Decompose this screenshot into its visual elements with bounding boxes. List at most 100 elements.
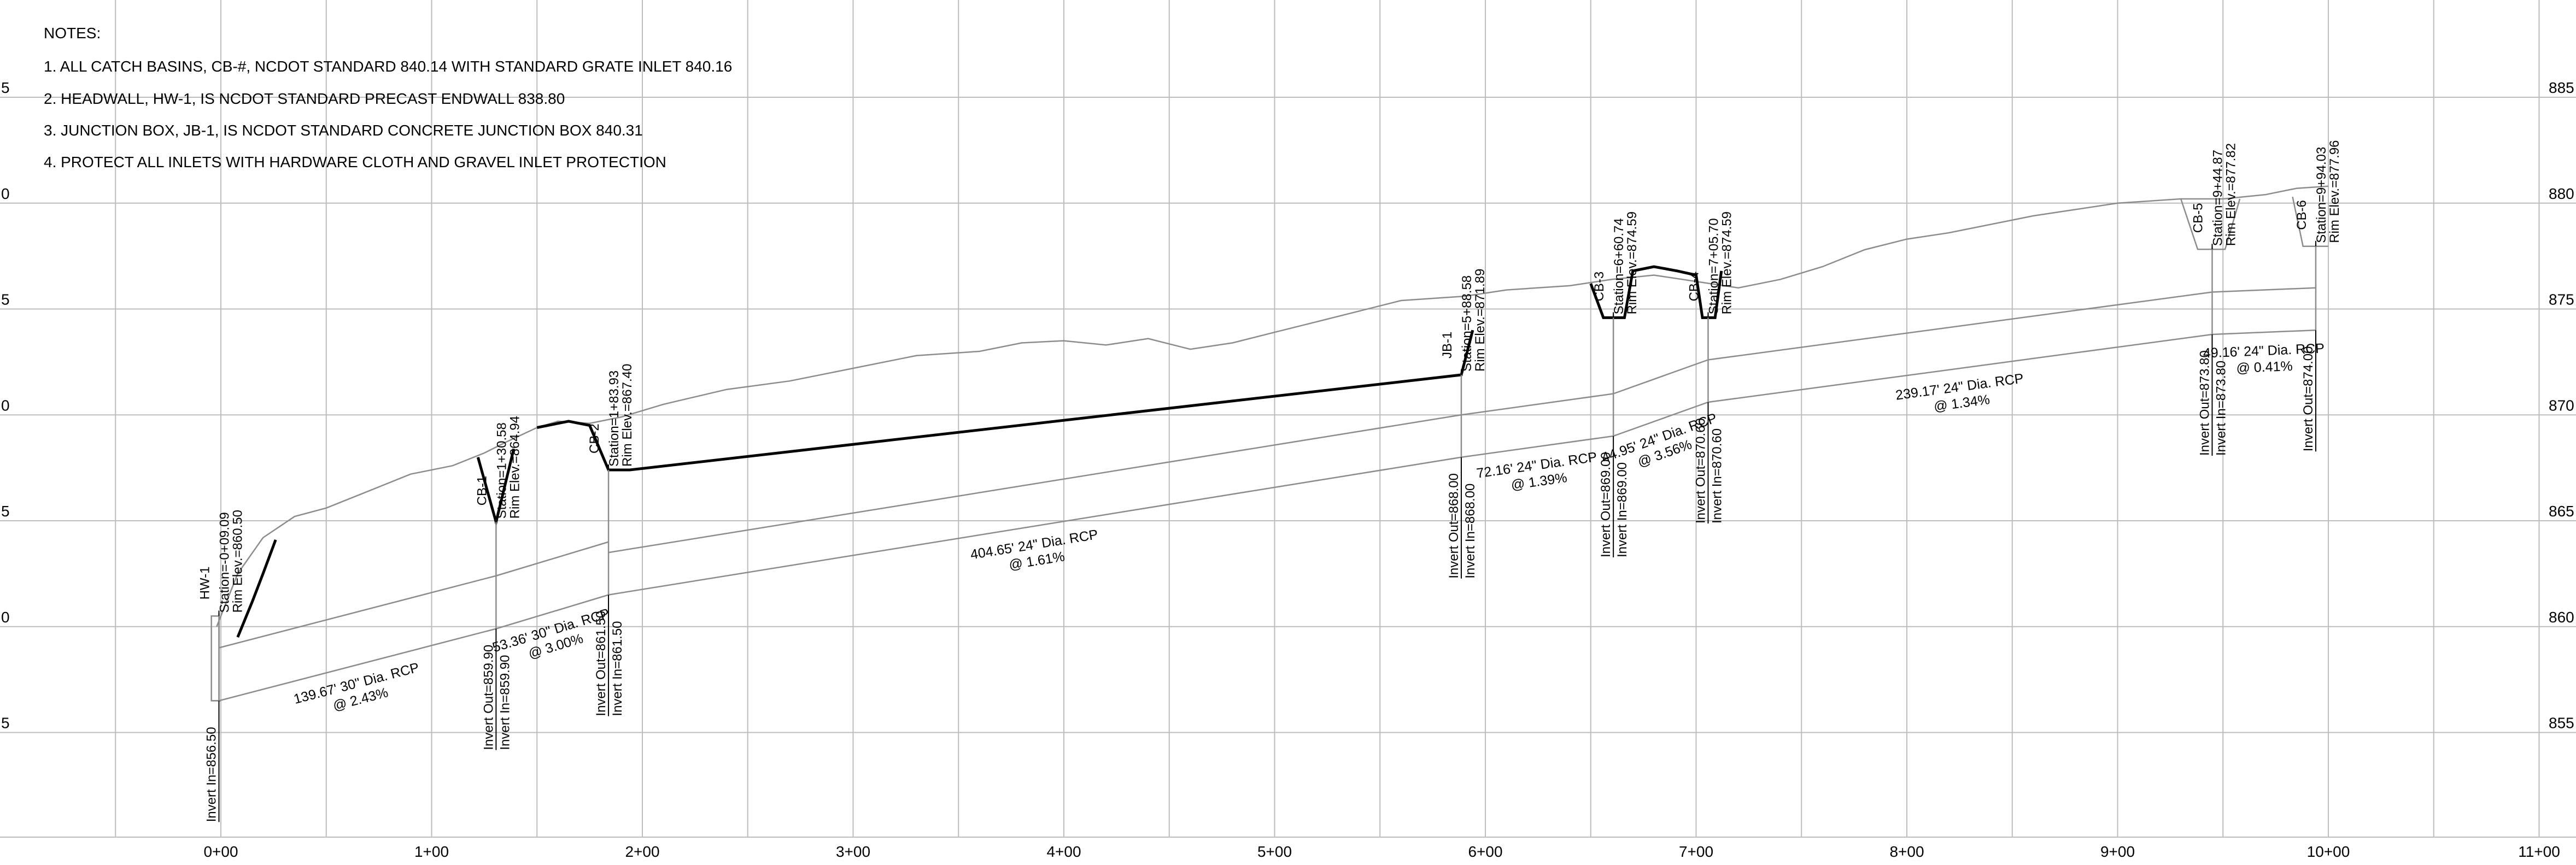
structure-invert-label: Invert Out=870.60: [1694, 418, 1708, 523]
structure-invert-label: Invert In=869.00: [1615, 462, 1630, 557]
y-tick-label-left: 5: [1, 503, 10, 520]
x-tick-label: 5+00: [1257, 843, 1292, 860]
x-tick-label: 8+00: [1889, 843, 1924, 860]
pipe-invert-line: [1613, 401, 1708, 437]
structure-invert-label: Invert Out=873.80: [2198, 350, 2212, 456]
x-tick-label: 0+00: [203, 843, 238, 860]
structure-station-label: Station=9+94.03: [2314, 147, 2329, 243]
basin-outline: [2180, 198, 2241, 250]
existing-ground-layer: [216, 185, 2329, 627]
note-line-2: 2. HEADWALL, HW-1, IS NCDOT STANDARD PRE…: [44, 90, 565, 107]
structure-station-label: Station=5+88.58: [1460, 275, 1474, 372]
y-tick-label-left: 5: [1, 79, 10, 96]
structure-invert-label: Invert Out=869.00: [1599, 452, 1613, 557]
structure-station-label: Station=6+60.74: [1612, 218, 1626, 314]
structure-id-label: CB-4: [1687, 272, 1702, 302]
proposed-grade-line: [1589, 265, 1723, 319]
headwall-hw-1: [210, 615, 220, 702]
structure-invert-label: Invert In=868.00: [1463, 484, 1478, 579]
y-tick-label-left: 5: [1, 715, 10, 732]
structure-rim-label: Rim Elev.=871.89: [1473, 269, 1488, 372]
pipe-crown-line: [1708, 291, 2212, 361]
proposed-grade-line: [236, 539, 277, 638]
structure-rim-label: Rim Elev.=867.40: [620, 364, 635, 467]
pipe-crown-line: [1461, 393, 1614, 416]
notes-block: NOTES: 1. ALL CATCH BASINS, CB-#, NCDOT …: [44, 25, 732, 170]
structure-invert-label: Invert Out=874.00: [2301, 346, 2316, 452]
x-tick-label: 11+00: [2518, 843, 2560, 860]
pipe-invert-line: [608, 456, 1462, 596]
structure-invert-label: Invert In=861.50: [610, 621, 625, 716]
structure-rim-label: Rim Elev.=874.59: [1720, 211, 1735, 314]
x-tick-label: 1+00: [414, 843, 449, 860]
pipe-label: 72.16' 24" Dia. RCP@ 1.39%: [1476, 449, 1598, 493]
tick-label-layer: 0+00 1+00 2+00 3+00 4+00 5+00 6+00 7+00 8+00 9+00…: [1, 79, 2574, 860]
y-tick-label-right: 855: [2549, 715, 2574, 732]
pipe-layer: [219, 287, 2316, 702]
y-tick-label-left: 0: [1, 185, 10, 202]
y-tick-label-right: 860: [2549, 609, 2574, 626]
note-line-4: 4. PROTECT ALL INLETS WITH HARDWARE CLOT…: [44, 154, 666, 170]
x-tick-label: 2+00: [625, 843, 659, 860]
structure-rim-label: Rim Elev.=874.59: [1625, 211, 1640, 314]
structure-id-label: CB-2: [587, 423, 602, 454]
x-tick-label: 3+00: [836, 843, 870, 860]
x-tick-label: 9+00: [2100, 843, 2135, 860]
label-layer: 139.67' 30" Dia. RCP@ 2.43%53.36' 30" Di…: [198, 140, 2343, 822]
y-tick-label-right: 865: [2549, 503, 2574, 520]
pipe-crown-line: [608, 414, 1462, 554]
x-tick-label: 7+00: [1679, 843, 1713, 860]
note-line-1: 1. ALL CATCH BASINS, CB-#, NCDOT STANDAR…: [44, 58, 732, 75]
structure-id-label: CB-5: [2191, 203, 2206, 233]
structure-station-label: Station=1+83.93: [607, 370, 622, 467]
pipe-invert-line: [1461, 435, 1614, 458]
structure-rim-label: Rim Elev.=860.50: [231, 510, 245, 613]
pipe-slope-label: @ 0.41%: [2236, 358, 2293, 376]
structure-invert-label: Invert In=873.80: [2214, 361, 2229, 456]
pipe-invert-line: [2212, 329, 2316, 336]
pipe-crown-line: [1613, 359, 1708, 395]
structure-station-label: Station=7+05.70: [1707, 218, 1722, 314]
grid: [0, 0, 2576, 838]
structure-invert-label: Invert Out=859.90: [481, 645, 496, 750]
note-line-3: 3. JUNCTION BOX, JB-1, IS NCDOT STANDARD…: [44, 122, 643, 139]
structure-station-label: Station=1+30.58: [494, 422, 509, 519]
pipe-invert-line: [1708, 333, 2212, 403]
structure-id-label: CB-6: [2294, 200, 2309, 230]
y-tick-label-right: 875: [2549, 291, 2574, 308]
x-tick-label: 4+00: [1046, 843, 1081, 860]
y-tick-label-right: 880: [2549, 185, 2574, 202]
structure-invert-label: Invert Out=868.00: [1447, 473, 1461, 579]
pipe-label: 139.67' 30" Dia. RCP@ 2.43%: [292, 660, 420, 714]
x-tick-label: 6+00: [1468, 843, 1502, 860]
structure-invert-label: Invert Out=861.50: [594, 611, 608, 716]
structure-layer: [210, 196, 2328, 702]
structure-station-label: Station=9+44.87: [2211, 150, 2226, 246]
structure-id-label: CB-1: [475, 476, 489, 506]
structure-invert-label: Invert In=870.60: [1710, 428, 1725, 523]
proposed-grade-line: [536, 329, 1474, 472]
pipe-crown-line: [219, 575, 496, 649]
notes-heading: NOTES:: [44, 25, 101, 42]
pipe-invert-line: [219, 628, 496, 702]
existing-ground-line: [216, 185, 2329, 627]
y-tick-label-right: 870: [2549, 397, 2574, 414]
structure-id-label: JB-1: [1440, 332, 1455, 358]
y-tick-label-left: 5: [1, 291, 10, 308]
pipe-label: 404.65' 24" Dia. RCP@ 1.61%: [969, 527, 1099, 573]
x-tick-label: 10+00: [2307, 843, 2350, 860]
structure-invert-label: Invert In=859.90: [497, 655, 512, 750]
y-tick-label-left: 0: [1, 397, 10, 414]
structure-id-label: HW-1: [198, 567, 213, 600]
y-tick-label-left: 0: [1, 609, 10, 626]
pipe-label: 239.17' 24" Dia. RCP@ 1.34%: [1895, 370, 2025, 414]
y-tick-label-right: 885: [2549, 79, 2574, 96]
structure-station-label: Station=-0+09.09: [218, 512, 232, 613]
structure-id-label: CB-3: [1592, 272, 1607, 302]
pipe-crown-line: [496, 541, 609, 576]
structure-rim-label: Rim Elev.=877.82: [2224, 143, 2239, 246]
structure-invert-label: Invert In=856.50: [204, 727, 219, 822]
pipe-crown-line: [2212, 287, 2316, 293]
basin-outline: [2292, 196, 2328, 248]
